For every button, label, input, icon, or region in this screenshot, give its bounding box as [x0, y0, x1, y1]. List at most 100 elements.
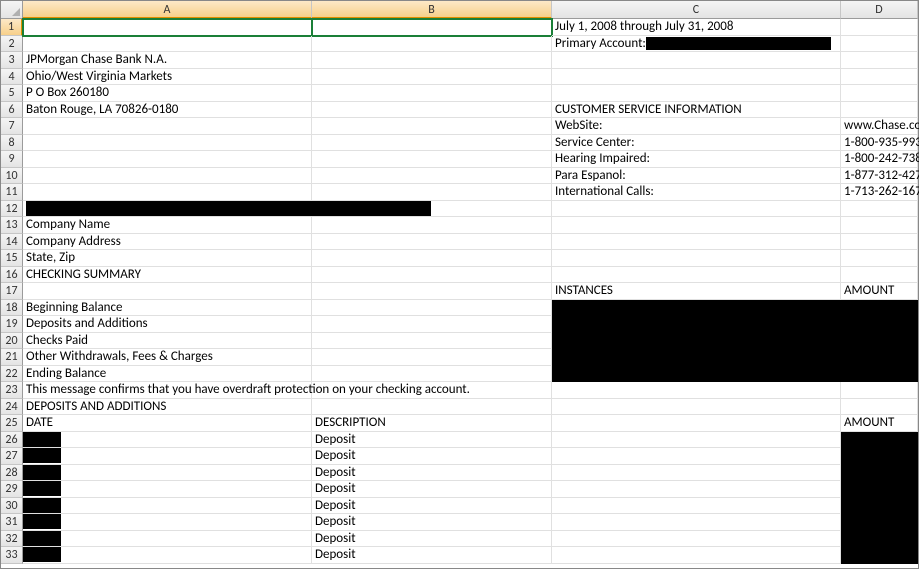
cell-C33[interactable] — [552, 547, 841, 564]
col-header-D[interactable]: D — [841, 1, 918, 19]
cell-C17[interactable]: INSTANCES — [552, 283, 841, 300]
cell-B8[interactable] — [312, 135, 552, 152]
cell-D30[interactable] — [841, 498, 918, 515]
cell-B16[interactable] — [312, 267, 552, 284]
cell-B22[interactable] — [312, 366, 552, 383]
cell-A33[interactable] — [23, 547, 312, 564]
cell-C12[interactable] — [552, 201, 841, 218]
cell-D18[interactable] — [841, 300, 918, 317]
cell-B5[interactable] — [312, 85, 552, 102]
cell-B9[interactable] — [312, 151, 552, 168]
row-header-29[interactable]: 29 — [1, 481, 23, 498]
cell-C2[interactable]: Primary Account: — [552, 36, 841, 53]
row-header-2[interactable]: 2 — [1, 36, 23, 53]
cell-B13[interactable] — [312, 217, 552, 234]
cell-C1[interactable]: July 1, 2008 through July 31, 2008 — [552, 19, 841, 36]
cell-D29[interactable] — [841, 481, 918, 498]
row-header-1[interactable]: 1 — [1, 19, 23, 36]
cell-A16[interactable]: CHECKING SUMMARY — [23, 267, 312, 284]
cell-B33[interactable]: Deposit — [312, 547, 552, 564]
col-header-C[interactable]: C — [552, 1, 841, 19]
row-header-31[interactable]: 31 — [1, 514, 23, 531]
cell-D14[interactable] — [841, 234, 918, 251]
row-header-32[interactable]: 32 — [1, 531, 23, 548]
cell-A7[interactable] — [23, 118, 312, 135]
cell-D10[interactable]: 1-877-312-4273 — [841, 168, 918, 185]
cell-D20[interactable] — [841, 333, 918, 350]
cell-B1[interactable] — [312, 19, 552, 36]
cell-D1[interactable] — [841, 19, 918, 36]
row-header-25[interactable]: 25 — [1, 415, 23, 432]
cell-A5[interactable]: P O Box 260180 — [23, 85, 312, 102]
cell-B28[interactable]: Deposit — [312, 465, 552, 482]
cell-B10[interactable] — [312, 168, 552, 185]
row-header-24[interactable]: 24 — [1, 399, 23, 416]
cell-B3[interactable] — [312, 52, 552, 69]
cell-B25[interactable]: DESCRIPTION — [312, 415, 552, 432]
cell-D23[interactable] — [841, 382, 918, 399]
row-header-15[interactable]: 15 — [1, 250, 23, 267]
cell-A32[interactable] — [23, 531, 312, 548]
cell-C30[interactable] — [552, 498, 841, 515]
cell-A23[interactable]: This message confirms that you have over… — [23, 382, 312, 399]
cell-D12[interactable] — [841, 201, 918, 218]
cell-A27[interactable] — [23, 448, 312, 465]
cell-B27[interactable]: Deposit — [312, 448, 552, 465]
cell-C10[interactable]: Para Espanol: — [552, 168, 841, 185]
cell-B17[interactable] — [312, 283, 552, 300]
cell-B14[interactable] — [312, 234, 552, 251]
cell-C6[interactable]: CUSTOMER SERVICE INFORMATION — [552, 102, 841, 119]
cell-B4[interactable] — [312, 69, 552, 86]
row-header-26[interactable]: 26 — [1, 432, 23, 449]
row-header-10[interactable]: 10 — [1, 168, 23, 185]
cell-D6[interactable] — [841, 102, 918, 119]
cell-A30[interactable] — [23, 498, 312, 515]
cell-A15[interactable]: State, Zip — [23, 250, 312, 267]
cell-B2[interactable] — [312, 36, 552, 53]
cell-A12[interactable] — [23, 201, 312, 218]
cell-B7[interactable] — [312, 118, 552, 135]
cell-D17[interactable]: AMOUNT — [841, 283, 918, 300]
cell-B11[interactable] — [312, 184, 552, 201]
cell-B19[interactable] — [312, 316, 552, 333]
cell-D25[interactable]: AMOUNT — [841, 415, 918, 432]
cell-A1[interactable] — [23, 19, 312, 36]
row-header-33[interactable]: 33 — [1, 547, 23, 564]
cell-D3[interactable] — [841, 52, 918, 69]
cell-D28[interactable] — [841, 465, 918, 482]
row-header-19[interactable]: 19 — [1, 316, 23, 333]
cell-C18[interactable] — [552, 300, 841, 317]
cell-D31[interactable] — [841, 514, 918, 531]
cell-A24[interactable]: DEPOSITS AND ADDITIONS — [23, 399, 312, 416]
cell-C5[interactable] — [552, 85, 841, 102]
cell-D15[interactable] — [841, 250, 918, 267]
row-header-17[interactable]: 17 — [1, 283, 23, 300]
cell-A14[interactable]: Company Address — [23, 234, 312, 251]
cell-A29[interactable] — [23, 481, 312, 498]
row-header-22[interactable]: 22 — [1, 366, 23, 383]
cell-C16[interactable] — [552, 267, 841, 284]
row-header-23[interactable]: 23 — [1, 382, 23, 399]
cell-D8[interactable]: 1-800-935-9935 — [841, 135, 918, 152]
cell-A17[interactable] — [23, 283, 312, 300]
cell-C19[interactable] — [552, 316, 841, 333]
row-header-12[interactable]: 12 — [1, 201, 23, 218]
cell-D24[interactable] — [841, 399, 918, 416]
cell-A28[interactable] — [23, 465, 312, 482]
cell-D32[interactable] — [841, 531, 918, 548]
cell-B24[interactable] — [312, 399, 552, 416]
row-header-8[interactable]: 8 — [1, 135, 23, 152]
row-header-13[interactable]: 13 — [1, 217, 23, 234]
cell-A31[interactable] — [23, 514, 312, 531]
cell-D7[interactable]: www.Chase.com — [841, 118, 918, 135]
cell-A21[interactable]: Other Withdrawals, Fees & Charges — [23, 349, 312, 366]
col-header-B[interactable]: B — [312, 1, 552, 19]
cell-D27[interactable] — [841, 448, 918, 465]
row-header-16[interactable]: 16 — [1, 267, 23, 284]
cell-D33[interactable] — [841, 547, 918, 564]
cell-C7[interactable]: WebSite: — [552, 118, 841, 135]
row-header-18[interactable]: 18 — [1, 300, 23, 317]
cell-D21[interactable] — [841, 349, 918, 366]
cell-C27[interactable] — [552, 448, 841, 465]
cell-C28[interactable] — [552, 465, 841, 482]
